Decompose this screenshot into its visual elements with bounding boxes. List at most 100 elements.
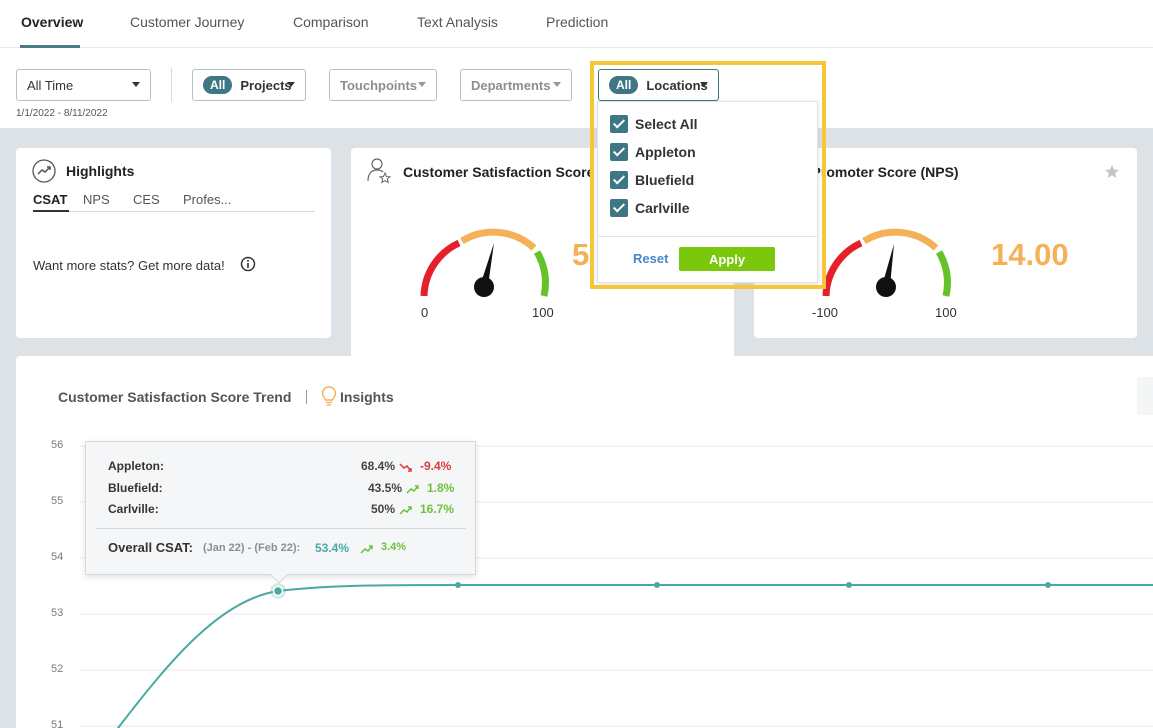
checkbox-checked-icon[interactable]	[610, 143, 628, 161]
tooltip-value-carlville: 50%	[370, 502, 395, 516]
y-tick-56: 56	[51, 439, 64, 451]
tooltip-arrow	[270, 574, 288, 584]
tooltip-overall-label: Overall CSAT:	[108, 540, 194, 555]
location-option-label: Select All	[635, 116, 698, 132]
y-tick-52: 52	[51, 663, 64, 675]
info-icon[interactable]	[240, 256, 256, 272]
top-bar: Overview Customer Journey Comparison Tex…	[0, 0, 1153, 128]
highlights-tab-csat[interactable]: CSAT	[33, 192, 68, 207]
location-option-carlville[interactable]: Carlville	[610, 198, 689, 218]
tooltip-value-bluefield: 43.5%	[367, 481, 402, 495]
y-tick-53: 53	[51, 607, 64, 619]
chevron-down-icon	[418, 82, 426, 87]
trend-line	[116, 584, 1153, 728]
location-option-label: Carlville	[635, 200, 690, 216]
checkbox-checked-icon[interactable]	[610, 115, 628, 133]
chevron-down-icon	[700, 82, 708, 87]
nps-score-value: 14.00	[991, 237, 1069, 272]
csat-gauge	[420, 228, 549, 297]
touchpoints-filter-label: Touchpoints	[340, 77, 418, 93]
highlights-title: Highlights	[66, 163, 135, 179]
title-separator	[306, 390, 307, 404]
active-tab-indicator	[20, 45, 80, 48]
checkbox-checked-icon[interactable]	[610, 199, 628, 217]
trending-up-icon	[360, 545, 373, 554]
tooltip-overall-delta: 3.4%	[381, 541, 407, 553]
tooltip-delta-appleton: -9.4%	[420, 459, 452, 473]
location-option-bluefield[interactable]: Bluefield	[610, 170, 694, 190]
dropdown-divider	[598, 236, 817, 237]
nps-gauge-max: 100	[935, 305, 957, 320]
star-icon[interactable]	[1104, 164, 1120, 180]
projects-filter-label: Projects	[240, 77, 292, 93]
csat-gauge-min: 0	[421, 305, 429, 320]
trending-up-icon	[399, 506, 412, 515]
highlights-tab-divider	[33, 211, 315, 212]
tooltip-overall-value: 53.4%	[315, 541, 350, 555]
highlights-tab-ces[interactable]: CES	[133, 192, 160, 207]
nps-title: t Promoter Score (NPS)	[803, 164, 959, 180]
apply-button[interactable]: Apply	[679, 247, 775, 271]
highlights-active-underline	[33, 210, 69, 212]
data-point[interactable]	[455, 582, 461, 588]
chevron-down-icon	[132, 82, 140, 87]
tooltip-overall-period: (Jan 22) - (Feb 22):	[203, 542, 301, 554]
locations-dropdown: Select All Appleton Bluefield Carlville …	[597, 101, 818, 283]
location-option-select-all[interactable]: Select All	[610, 114, 698, 134]
location-option-label: Bluefield	[635, 172, 695, 188]
checkbox-checked-icon[interactable]	[610, 171, 628, 189]
chart-tooltip: Appleton: 68.4% -9.4% Bluefield: 43.5% 1…	[85, 441, 476, 575]
csat-title: Customer Satisfaction Score	[403, 164, 595, 180]
customer-star-icon	[367, 158, 392, 184]
time-filter-select[interactable]: All Time	[16, 69, 151, 101]
tab-bar: Overview Customer Journey Comparison Tex…	[0, 0, 1153, 48]
trending-up-icon	[406, 485, 419, 494]
tooltip-name-appleton: Appleton:	[108, 459, 164, 473]
highlights-message: Want more stats? Get more data!	[33, 258, 225, 273]
csat-gauge-max: 100	[532, 305, 554, 320]
tab-overview[interactable]: Overview	[21, 14, 84, 30]
hover-point[interactable]	[272, 585, 284, 597]
nps-gauge-min: -100	[812, 305, 839, 320]
reset-button[interactable]: Reset	[633, 251, 669, 266]
tab-customer-journey[interactable]: Customer Journey	[130, 14, 245, 30]
nps-gauge	[822, 228, 951, 297]
time-filter-value: All Time	[27, 77, 74, 93]
locations-all-badge: All	[609, 76, 639, 94]
touchpoints-filter-select[interactable]: Touchpoints	[329, 69, 437, 101]
tab-prediction[interactable]: Prediction	[546, 14, 609, 30]
location-option-label: Appleton	[635, 144, 696, 160]
y-tick-54: 54	[51, 551, 64, 563]
lightbulb-icon	[321, 386, 337, 406]
data-point[interactable]	[846, 582, 852, 588]
tooltip-name-bluefield: Bluefield:	[108, 481, 163, 495]
departments-filter-label: Departments	[471, 77, 551, 93]
location-option-appleton[interactable]: Appleton	[610, 142, 696, 162]
tooltip-divider	[96, 528, 466, 529]
insights-link[interactable]: Insights	[340, 389, 394, 405]
locations-filter-select[interactable]: All Locations	[598, 69, 719, 101]
data-point[interactable]	[1045, 582, 1051, 588]
chevron-down-icon	[287, 82, 295, 87]
data-point[interactable]	[654, 582, 660, 588]
projects-filter-select[interactable]: All Projects	[192, 69, 306, 101]
departments-filter-select[interactable]: Departments	[460, 69, 572, 101]
csat-score-value: 5	[572, 237, 590, 272]
date-range-text: 1/1/2022 - 8/11/2022	[16, 108, 108, 119]
chevron-down-icon	[553, 82, 561, 87]
tooltip-name-carlville: Carlville:	[108, 502, 159, 516]
projects-all-badge: All	[203, 76, 233, 94]
locations-filter-label: Locations	[646, 77, 708, 93]
highlights-tab-nps[interactable]: NPS	[83, 192, 110, 207]
trend-title: Customer Satisfaction Score Trend	[58, 389, 292, 405]
highlights-tab-professional[interactable]: Profes...	[183, 192, 232, 207]
filter-divider	[171, 68, 172, 102]
tab-comparison[interactable]: Comparison	[293, 14, 369, 30]
trending-down-icon	[399, 463, 412, 472]
tooltip-delta-bluefield: 1.8%	[427, 481, 455, 495]
tab-text-analysis[interactable]: Text Analysis	[417, 14, 498, 30]
chart-toolbar-edge[interactable]	[1137, 377, 1153, 415]
y-tick-55: 55	[51, 495, 64, 507]
trending-up-icon	[32, 159, 56, 183]
